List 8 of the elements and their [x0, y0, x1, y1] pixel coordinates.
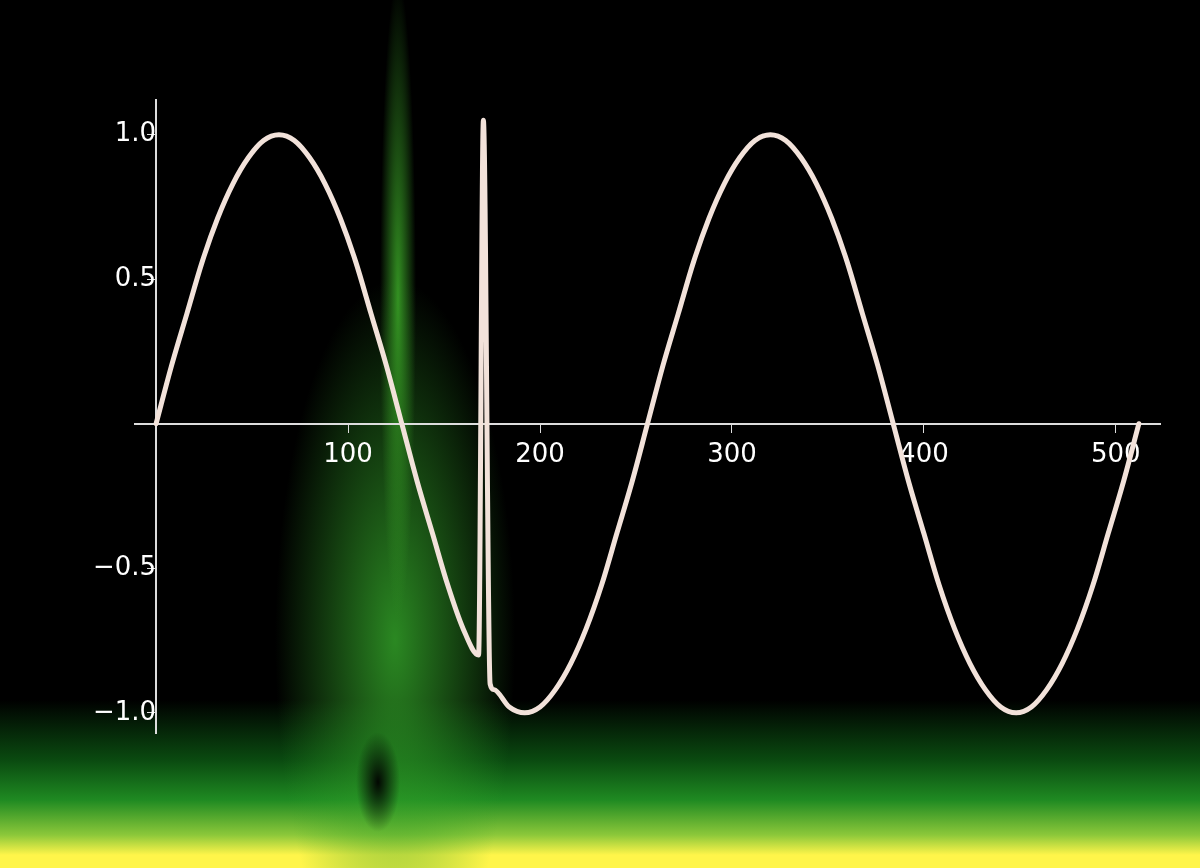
y-tick-label: 1.0: [114, 117, 157, 148]
y-tick-label: −0.5: [92, 551, 157, 581]
x-tick-label: 100: [323, 438, 373, 469]
y-tick-label: −1.0: [92, 695, 157, 726]
y-tick-label: 0.5: [114, 261, 157, 292]
x-tick-label: 200: [515, 438, 565, 469]
x-tick-label: 300: [707, 438, 757, 469]
x-tick-label: 400: [899, 438, 949, 469]
